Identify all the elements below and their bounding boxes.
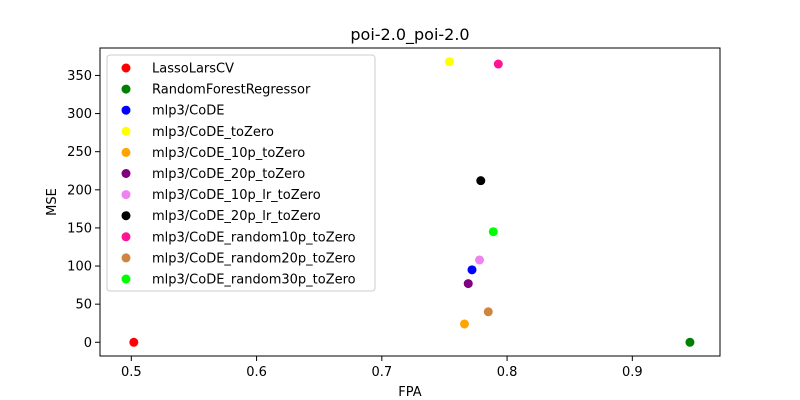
y-tick-label: 50 xyxy=(75,298,92,313)
y-tick-label: 200 xyxy=(67,183,92,198)
legend-item: mlp3/CoDE_20p_toZero xyxy=(121,167,305,182)
legend-label: mlp3/CoDE_20p_toZero xyxy=(152,167,305,182)
data-point xyxy=(444,57,454,67)
y-tick-label: 350 xyxy=(67,69,92,84)
data-point xyxy=(493,59,503,69)
legend-marker xyxy=(121,147,131,157)
legend: LassoLarsCV RandomForestRegressor mlp3/CoD… xyxy=(106,54,376,292)
legend-label: mlp3/CoDE xyxy=(152,104,224,119)
y-tick-label: 100 xyxy=(67,260,92,275)
legend-marker xyxy=(121,169,131,178)
data-points xyxy=(129,57,695,347)
legend-item: mlp3/CoDE_10p_lr_toZero xyxy=(121,188,321,203)
legend-item: mlp3/CoDE_20p_lr_toZero xyxy=(121,209,321,224)
data-point xyxy=(463,279,473,289)
x-tick-label: 0.9 xyxy=(622,365,643,380)
legend-item: mlp3/CoDE_random30p_toZero xyxy=(121,273,356,288)
legend-marker xyxy=(121,126,131,136)
legend-item: mlp3/CoDE_toZero xyxy=(121,125,274,140)
legend-label: mlp3/CoDE_random20p_toZero xyxy=(152,251,356,266)
legend-marker xyxy=(121,63,131,73)
legend-label: mlp3/CoDE_toZero xyxy=(152,125,274,140)
legend-item: mlp3/CoDE_10p_toZero xyxy=(121,146,305,161)
legend-marker xyxy=(121,84,131,94)
data-point xyxy=(467,265,477,275)
data-point xyxy=(129,337,139,347)
plot-area-frame xyxy=(99,47,721,357)
x-tick-label: 0.7 xyxy=(371,365,392,380)
legend-item: LassoLarsCV xyxy=(121,62,234,77)
x-tick-label: 0.6 xyxy=(246,365,267,380)
legend-marker xyxy=(121,105,131,115)
data-point xyxy=(475,255,485,265)
y-axis-ticks: 0 50 100 150 200 250 300 350 xyxy=(67,69,100,351)
y-tick-label: 250 xyxy=(67,145,92,160)
legend-marker xyxy=(121,211,131,221)
legend-marker xyxy=(121,253,131,263)
legend-item: mlp3/CoDE_random10p_toZero xyxy=(121,230,356,245)
legend-label: mlp3/CoDE_10p_toZero xyxy=(152,146,305,161)
data-point xyxy=(483,307,493,317)
x-axis-label: FPA xyxy=(398,385,421,400)
legend-item: mlp3/CoDE xyxy=(121,104,224,119)
data-point xyxy=(685,337,695,347)
legend-label: mlp3/CoDE_random30p_toZero xyxy=(152,273,356,288)
legend-label: LassoLarsCV xyxy=(152,62,234,77)
data-point xyxy=(459,319,469,329)
legend-item: mlp3/CoDE_random20p_toZero xyxy=(121,251,356,266)
legend-label: mlp3/CoDE_10p_lr_toZero xyxy=(152,188,321,203)
x-axis-ticks: 0.5 0.6 0.7 0.8 0.9 xyxy=(121,356,643,380)
chart-title: poi-2.0_poi-2.0 xyxy=(350,25,469,45)
legend-label: mlp3/CoDE_20p_lr_toZero xyxy=(152,209,321,224)
x-tick-label: 0.8 xyxy=(497,365,518,380)
legend-box xyxy=(106,54,376,292)
data-point xyxy=(476,176,486,186)
legend-item: RandomForestRegressor xyxy=(121,83,311,98)
data-point xyxy=(488,227,498,237)
y-tick-label: 0 xyxy=(84,336,92,351)
legend-label: RandomForestRegressor xyxy=(152,83,311,98)
y-tick-label: 150 xyxy=(67,221,92,236)
legend-marker xyxy=(121,232,131,242)
x-tick-label: 0.5 xyxy=(121,365,142,380)
y-tick-label: 300 xyxy=(67,107,92,122)
legend-marker xyxy=(121,190,131,200)
legend-label: mlp3/CoDE_random10p_toZero xyxy=(152,230,356,245)
y-axis-label: MSE xyxy=(45,188,60,216)
legend-marker xyxy=(121,274,131,284)
